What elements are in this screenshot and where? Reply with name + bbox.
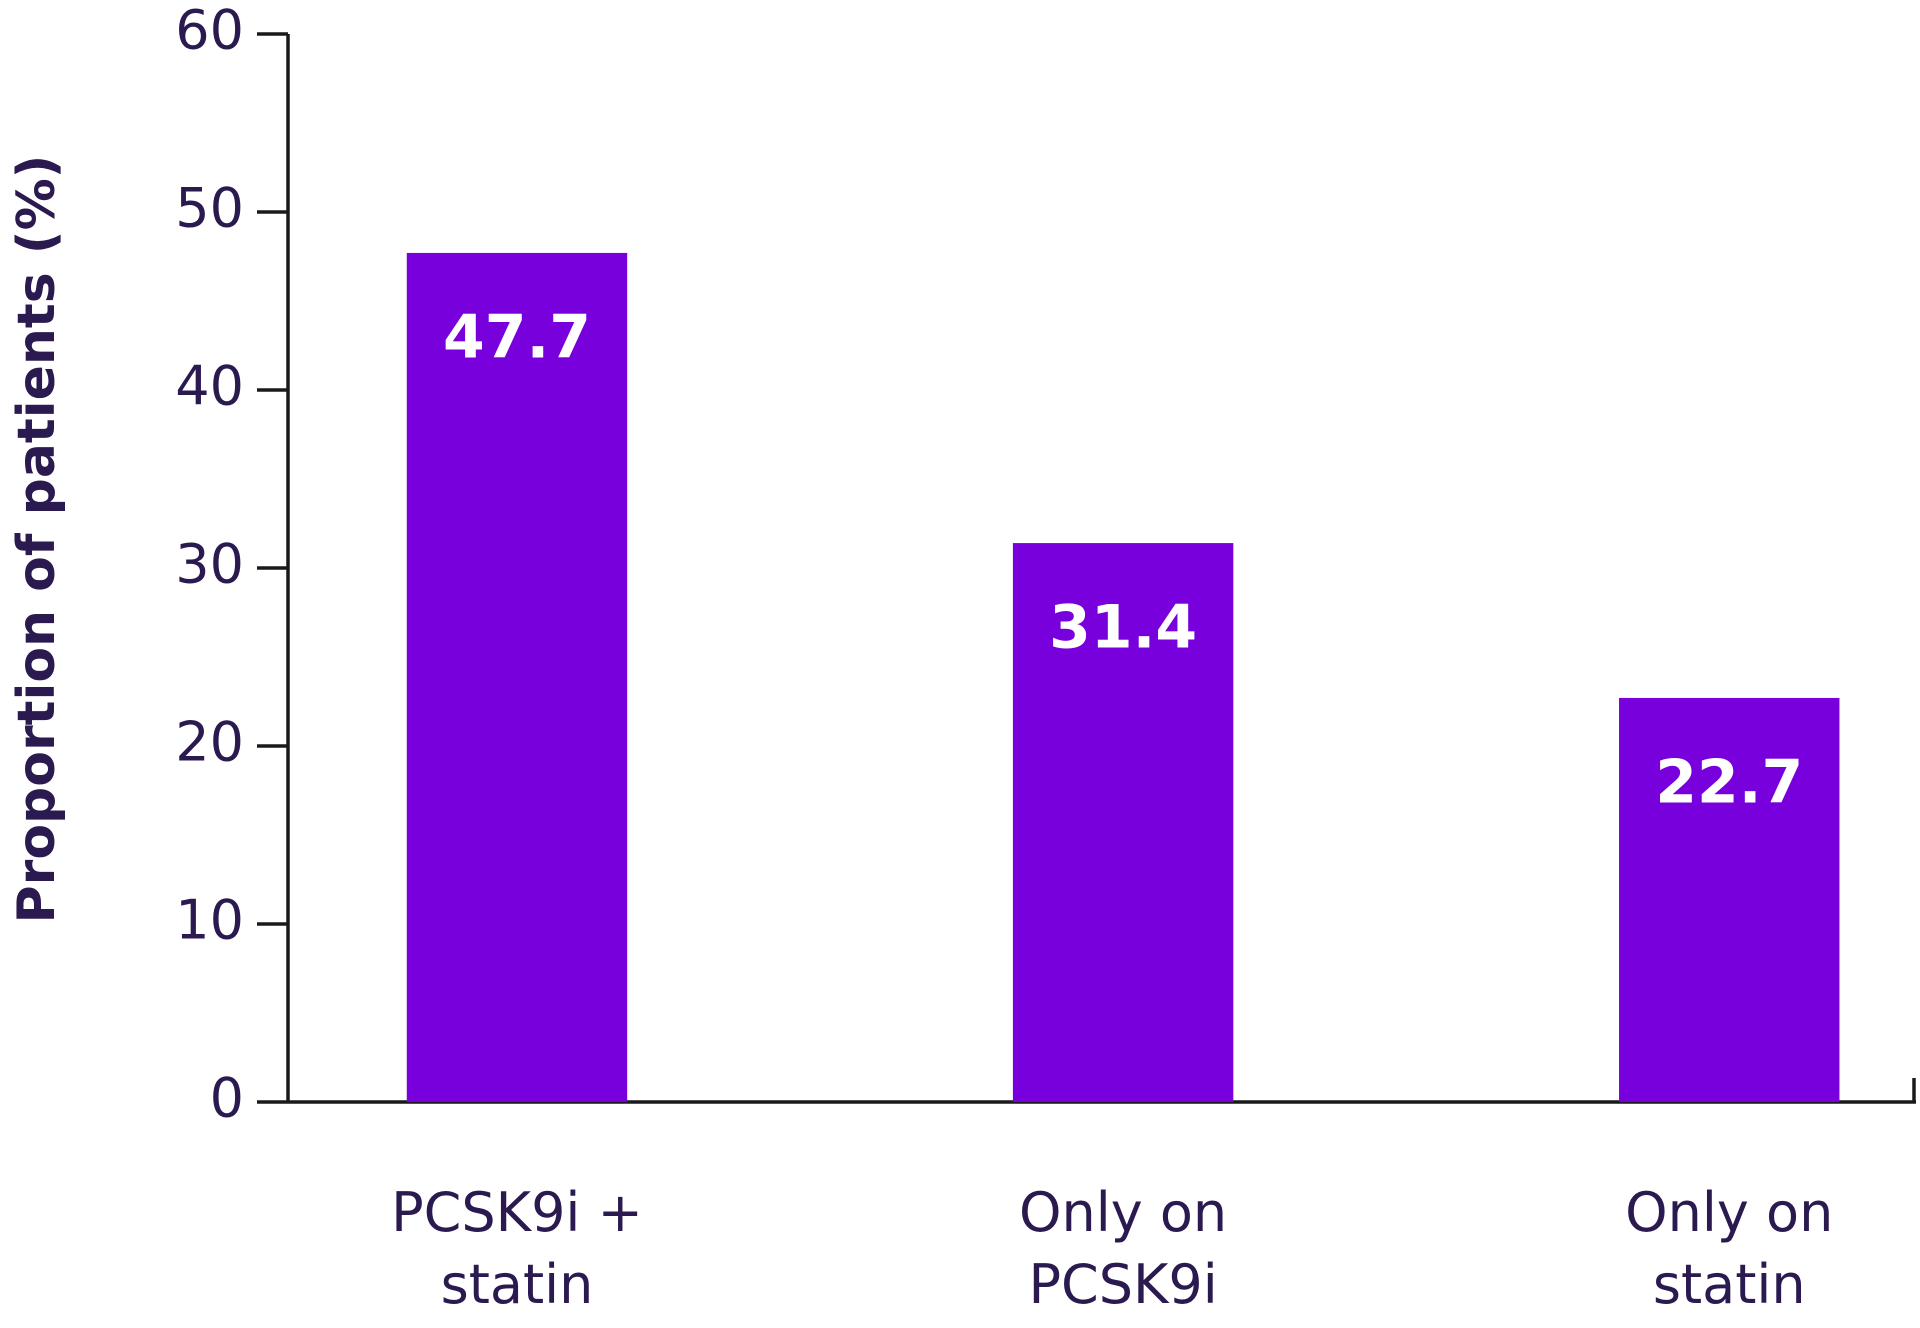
y-tick-label: 40 [175,355,244,418]
y-tick-label: 0 [210,1067,244,1130]
x-tick-label: Only on statin [1625,1181,1833,1316]
value-label: 22.7 [1655,748,1803,818]
y-axis-title: Proportion of patients (%) [7,155,67,924]
x-tick-label: Only on PCSK9i [1019,1181,1227,1316]
bar [1619,697,1840,1102]
x-tick-label: PCSK9i + statin [391,1181,643,1316]
y-tick-label: 20 [175,711,244,774]
bar [1012,543,1234,1102]
y-tick-label: 60 [175,0,244,62]
y-tick-label: 10 [175,889,244,952]
value-label: 31.4 [1049,593,1197,663]
value-label: 47.7 [443,303,591,373]
y-tick-label: 50 [175,177,244,240]
y-tick-label: 30 [175,533,244,596]
bar [406,252,628,1102]
